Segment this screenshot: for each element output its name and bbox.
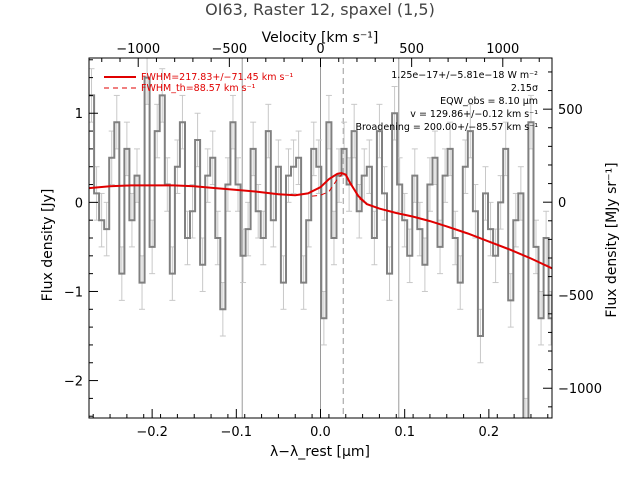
y2-tick-label-2: 0 [558, 196, 566, 211]
annotation-4: Broadening = 200.00+/−85.57 km s⁻¹ [355, 122, 538, 133]
fit-annotations: 1.25e−17+/−5.81e−18 W m⁻² 2.15σ EQW_obs = … [355, 70, 538, 133]
legend-label-1: FWHM_th=88.57 km s⁻¹ [141, 83, 256, 94]
y-tick-label-2: 0 [75, 196, 83, 211]
y-tick-label-1: −1 [64, 285, 83, 300]
x-axis-title: λ−λ_rest [μm] [270, 444, 370, 460]
v-tick-label-3: 500 [399, 42, 424, 57]
v-tick-label-4: 1000 [486, 42, 519, 57]
y2-tick-label-0: −1000 [558, 382, 602, 397]
annotation-1: 2.15σ [511, 83, 538, 94]
v-tick-label-1: −500 [211, 42, 247, 57]
legend: FWHM=217.83+/−71.45 km s⁻¹FWHM_th=88.57 … [104, 72, 293, 94]
annotation-2: EQW_obs = 8.10 μm [440, 96, 538, 107]
plot-axes: −0.2 −0.1 0.0 0.1 0.2 −1000 −500 0 500 1000 −2 −1 0 1… [64, 42, 602, 440]
v-tick-label-2: 0 [316, 42, 324, 57]
v-tick-label-0: −1000 [116, 42, 160, 57]
velocity-axis-title: Velocity [km s⁻¹] [262, 30, 379, 46]
y2-tick-label-3: 500 [558, 103, 583, 118]
y-tick-label-0: −2 [64, 375, 83, 390]
legend-label-0: FWHM=217.83+/−71.45 km s⁻¹ [141, 72, 293, 83]
x-tick-label-3: 0.1 [394, 425, 415, 440]
x-tick-label-1: −0.1 [221, 425, 253, 440]
x-tick-label-2: 0.0 [310, 425, 331, 440]
y-axis-title: Flux density [Jy] [40, 189, 56, 302]
x-tick-label-0: −0.2 [136, 425, 168, 440]
y2-axis-title: Flux density [MJy sr⁻¹] [604, 162, 620, 317]
y2-tick-label-1: −500 [558, 289, 594, 304]
chart-title: OI63, Raster 12, spaxel (1,5) [205, 0, 435, 19]
annotation-0: 1.25e−17+/−5.81e−18 W m⁻² [391, 70, 538, 81]
fit-total-curve [89, 171, 552, 270]
fit-curves [89, 171, 552, 270]
y-tick-label-3: 1 [75, 107, 83, 122]
x-tick-label-4: 0.2 [479, 425, 500, 440]
annotation-3: v = 129.86+/−0.12 km s⁻¹ [410, 109, 538, 120]
